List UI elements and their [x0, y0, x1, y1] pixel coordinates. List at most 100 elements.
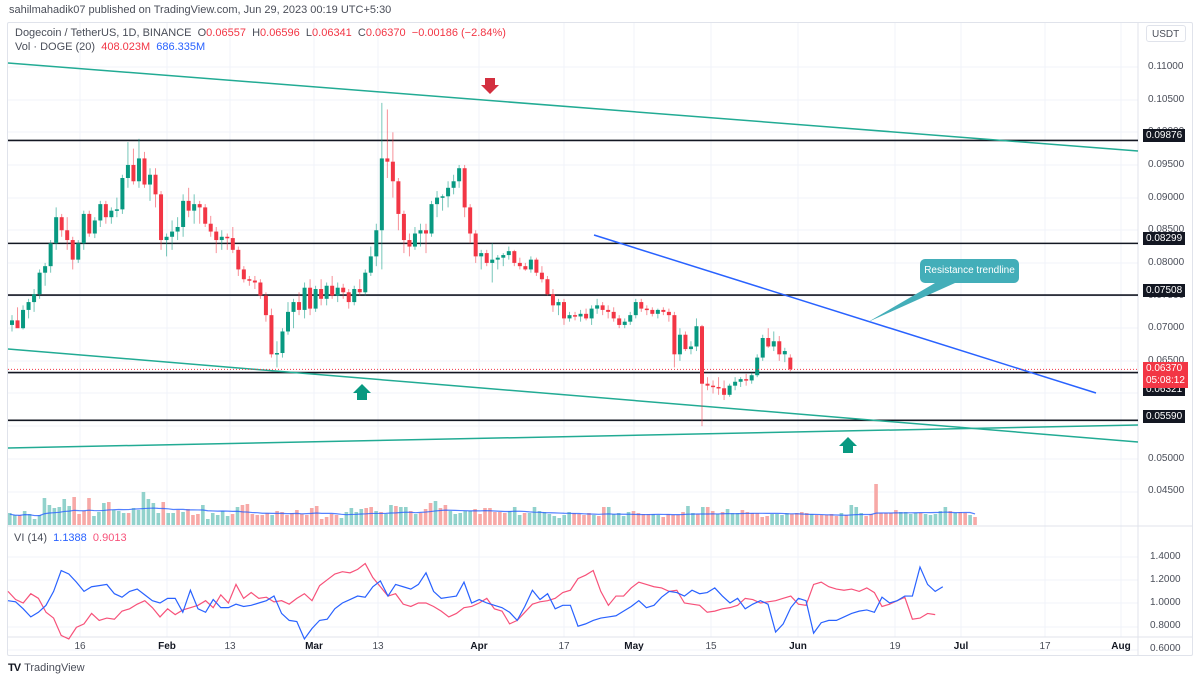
volume-bar	[290, 513, 294, 525]
volume-bar	[567, 512, 571, 525]
volume-bar	[260, 515, 265, 525]
volume-bar	[498, 512, 502, 525]
resistance-trendline-callout[interactable]: Resistance trendline	[920, 259, 1019, 283]
volume-bar	[433, 501, 438, 525]
volume-bar	[696, 514, 700, 525]
candle-body	[567, 315, 572, 319]
volume-bar	[255, 515, 260, 525]
vi-label[interactable]: VI (14)	[14, 532, 48, 544]
volume-bar	[958, 512, 962, 525]
candle-body	[181, 200, 186, 227]
candle-body	[230, 238, 235, 250]
candle-body	[357, 289, 362, 293]
volume-bar	[240, 505, 245, 525]
candle-body	[424, 230, 428, 234]
volume-bar	[666, 514, 670, 525]
price-axis-label: 0.10500	[1148, 93, 1185, 105]
candle-body	[584, 313, 589, 319]
candle-body	[286, 311, 290, 332]
volume-bar	[819, 515, 824, 525]
candle-body	[148, 174, 152, 185]
candle-body	[269, 315, 274, 355]
currency-selector[interactable]: USDT	[1146, 25, 1186, 42]
volume-bar	[943, 507, 948, 525]
volume-bar	[196, 514, 200, 525]
volume-bar	[899, 512, 903, 525]
volume-bar	[913, 513, 918, 525]
volume-label[interactable]: Vol · DOGE (20)	[15, 41, 96, 53]
candle-body	[738, 379, 743, 382]
volume-bar	[399, 507, 403, 525]
volume-bar	[225, 516, 230, 525]
volume-bar	[176, 510, 180, 525]
volume-bar	[206, 519, 210, 525]
volume-bar	[735, 513, 740, 525]
candle-body	[32, 294, 37, 303]
volume-bar	[488, 508, 492, 525]
volume-bar	[710, 511, 715, 525]
volume-bar	[641, 514, 646, 525]
candle-body	[363, 272, 368, 293]
volume-bar	[72, 497, 76, 525]
change-value: −0.00186 (−2.84%)	[411, 27, 506, 39]
volume-bar	[12, 515, 17, 525]
volume-bar	[235, 507, 240, 525]
candle-body	[291, 302, 296, 312]
volume-bar	[384, 514, 388, 525]
candle-body	[523, 266, 528, 270]
candle-body	[247, 279, 252, 281]
candle-body	[622, 321, 627, 325]
volume-bar	[453, 514, 458, 525]
volume-bar	[121, 513, 126, 525]
volume-bar	[948, 511, 953, 525]
volume-ma-value: 686.335M	[156, 41, 206, 53]
candle-body	[297, 302, 302, 310]
volume-bar	[894, 510, 898, 525]
volume-bar	[201, 505, 205, 525]
candle-body	[37, 272, 42, 295]
candle-body	[236, 249, 241, 270]
candle-body	[379, 158, 384, 231]
time-axis-label: 17	[558, 641, 570, 652]
tradingview-logo[interactable]: TV TradingView	[8, 662, 85, 674]
candle-body	[319, 289, 324, 299]
volume-bar	[606, 507, 611, 525]
candle-body	[125, 164, 130, 179]
candle-body	[666, 311, 671, 316]
candle-body	[655, 309, 660, 314]
volume-value: 408.023M	[101, 41, 151, 53]
volume-bar	[503, 513, 507, 525]
time-axis-label: Aug	[1111, 641, 1131, 652]
candle-body	[716, 386, 721, 389]
volume-bar	[755, 513, 760, 525]
candle-body	[644, 308, 649, 311]
volume-bar	[47, 505, 52, 525]
price-level-tag: 0.05590	[1143, 410, 1186, 423]
volume-bar	[824, 515, 829, 525]
volume-bar	[874, 484, 878, 525]
candle-body	[401, 213, 406, 241]
volume-bar	[116, 511, 121, 525]
volume-bar	[602, 507, 606, 525]
price-level-tag: 0.07508	[1143, 284, 1186, 297]
candle-body	[186, 200, 191, 211]
volume-bar	[493, 512, 497, 525]
volume-bar	[329, 514, 334, 525]
volume-bar	[146, 499, 151, 525]
time-axis-label: 16	[74, 641, 86, 652]
volume-bar	[973, 517, 977, 525]
volume-bar	[171, 513, 175, 525]
time-axis-label: Apr	[470, 641, 488, 652]
price-axis-label: 0.04500	[1148, 485, 1185, 497]
candle-body	[766, 337, 771, 347]
volume-bar	[933, 514, 938, 525]
candle-body	[313, 289, 318, 309]
candle-body	[274, 353, 279, 355]
symbol-title[interactable]: Dogecoin / TetherUS, 1D, BINANCE	[15, 27, 192, 39]
volume-bar	[408, 511, 413, 525]
candle-body	[550, 294, 555, 306]
channel-middle-line	[7, 348, 1139, 443]
volume-bar	[334, 515, 339, 525]
volume-bar	[324, 517, 329, 525]
